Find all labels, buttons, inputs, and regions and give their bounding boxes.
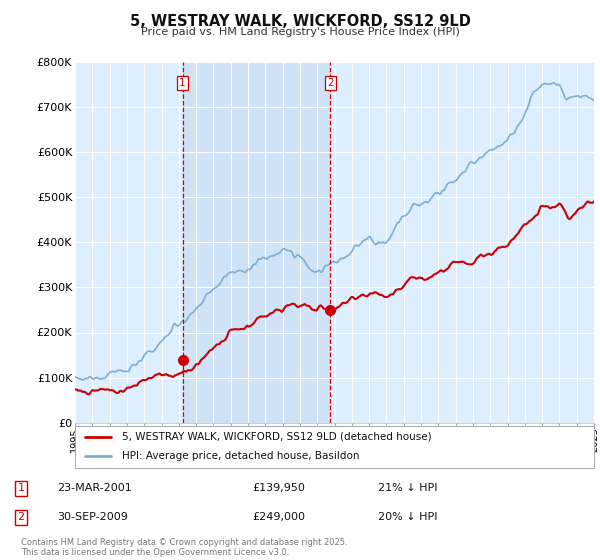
Text: £139,950: £139,950 <box>252 483 305 493</box>
Text: 2: 2 <box>327 78 334 88</box>
Text: Contains HM Land Registry data © Crown copyright and database right 2025.
This d: Contains HM Land Registry data © Crown c… <box>21 538 347 557</box>
Text: 21% ↓ HPI: 21% ↓ HPI <box>378 483 437 493</box>
Text: 1: 1 <box>17 483 25 493</box>
Text: 5, WESTRAY WALK, WICKFORD, SS12 9LD: 5, WESTRAY WALK, WICKFORD, SS12 9LD <box>130 14 470 29</box>
Text: 2: 2 <box>17 512 25 522</box>
Text: Price paid vs. HM Land Registry's House Price Index (HPI): Price paid vs. HM Land Registry's House … <box>140 27 460 37</box>
Text: 1: 1 <box>179 78 186 88</box>
Bar <box>182 62 330 423</box>
Text: 20% ↓ HPI: 20% ↓ HPI <box>378 512 437 522</box>
Text: HPI: Average price, detached house, Basildon: HPI: Average price, detached house, Basi… <box>122 451 359 461</box>
Text: £249,000: £249,000 <box>252 512 305 522</box>
Text: 23-MAR-2001: 23-MAR-2001 <box>57 483 132 493</box>
Text: 5, WESTRAY WALK, WICKFORD, SS12 9LD (detached house): 5, WESTRAY WALK, WICKFORD, SS12 9LD (det… <box>122 432 431 442</box>
Text: 30-SEP-2009: 30-SEP-2009 <box>57 512 128 522</box>
